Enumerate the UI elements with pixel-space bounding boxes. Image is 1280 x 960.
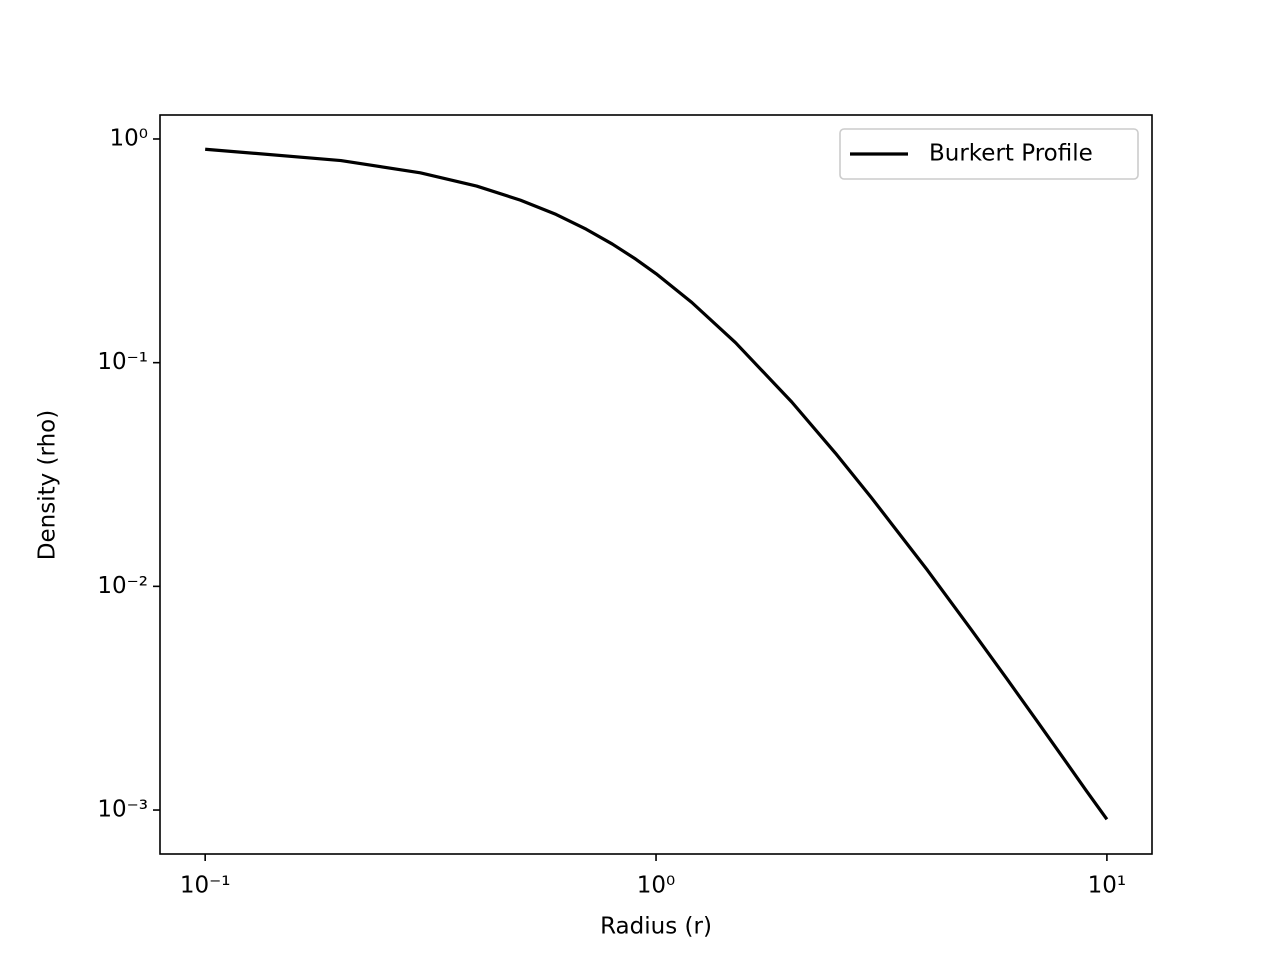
- y-tick-label: 10⁻³: [97, 797, 148, 823]
- line-series: [205, 147, 1109, 821]
- legend-label: Burkert Profile: [929, 141, 1093, 167]
- x-tick-label: 10¹: [1088, 873, 1127, 899]
- plot-frame: [159, 114, 1153, 855]
- y-tick-label: 10⁻¹: [97, 349, 148, 375]
- y-tick-label: 10⁻²: [97, 573, 148, 599]
- y-axis-label: Density (rho): [35, 410, 61, 560]
- x-axis-label: Radius (r): [600, 914, 712, 940]
- legend-box: [839, 128, 1139, 180]
- x-tick-label: 10⁻¹: [180, 873, 231, 899]
- x-tick-label: 10⁰: [637, 873, 676, 899]
- y-tick-label: 10⁰: [110, 125, 149, 151]
